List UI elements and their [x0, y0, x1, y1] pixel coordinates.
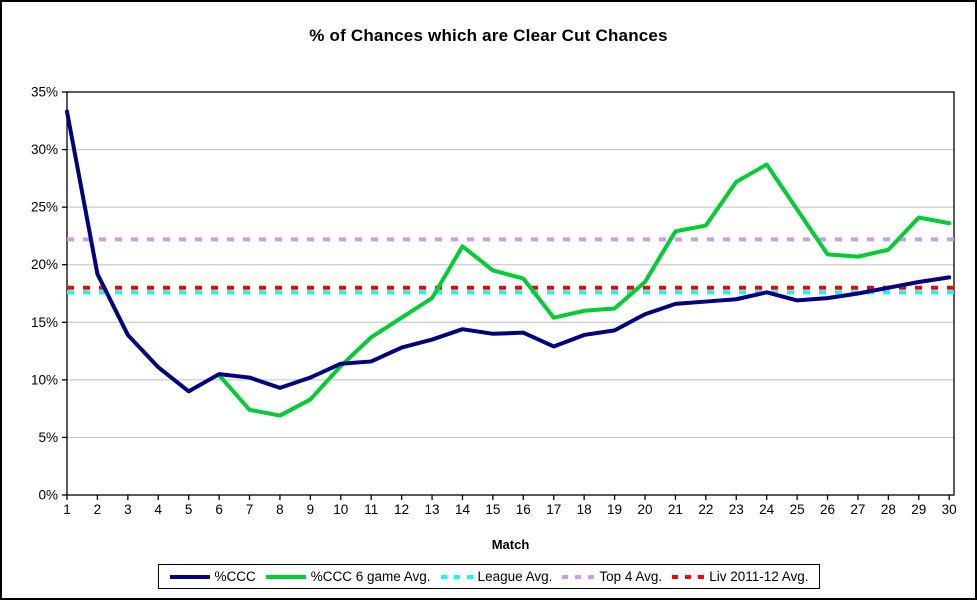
legend-item: %CCC: [168, 569, 256, 584]
x-tick-label: 18: [577, 502, 592, 517]
x-tick-label: 26: [820, 502, 835, 517]
y-tick-label: 0%: [38, 488, 58, 503]
x-tick-label: 5: [185, 502, 193, 517]
x-tick-label: 2: [94, 502, 102, 517]
x-tick-label: 16: [516, 502, 531, 517]
legend-swatch-icon: [562, 574, 595, 579]
x-tick-label: 29: [911, 502, 926, 517]
legend-label: League Avg.: [477, 569, 553, 584]
legend-item: Top 4 Avg.: [561, 569, 662, 584]
x-tick-label: 30: [942, 502, 957, 517]
legend-item: Liv 2011-12 Avg.: [671, 569, 809, 584]
series--ccc-6-game-avg-: [217, 162, 952, 418]
x-tick-label: 11: [364, 502, 378, 517]
x-tick-label: 20: [637, 502, 652, 517]
x-tick-label: 23: [729, 502, 744, 517]
x-tick-label: 27: [850, 502, 865, 517]
y-tick-label: 30%: [31, 142, 58, 157]
legend-label: Top 4 Avg.: [599, 569, 663, 584]
x-tick-label: 24: [759, 502, 775, 517]
y-tick-label: 5%: [38, 430, 58, 445]
x-tick-label: 22: [698, 502, 713, 517]
x-tick-label: 15: [485, 502, 500, 517]
x-tick-label: 3: [124, 502, 132, 517]
chart-title: % of Chances which are Clear Cut Chances: [309, 26, 668, 45]
legend-label: %CCC 6 game Avg.: [310, 569, 431, 584]
x-tick-label: 1: [63, 502, 71, 517]
x-tick-label: 14: [455, 502, 471, 517]
legend-swatch-icon: [265, 574, 306, 579]
legend-item: %CCC 6 game Avg.: [265, 569, 431, 584]
y-tick-label: 10%: [31, 372, 58, 387]
x-tick-label: 8: [276, 502, 284, 517]
y-tick-label: 20%: [31, 257, 58, 272]
x-tick-label: 7: [246, 502, 254, 517]
y-tick-label: 25%: [31, 200, 58, 215]
x-tick-label: 9: [307, 502, 315, 517]
x-tick-label: 19: [607, 502, 622, 517]
x-tick-label: 12: [394, 502, 409, 517]
legend-swatch-icon: [440, 574, 473, 579]
legend-swatch-icon: [169, 574, 210, 579]
x-tick-label: 4: [155, 502, 163, 517]
legend-label: %CCC: [214, 569, 256, 584]
legend-item: League Avg.: [440, 569, 553, 584]
series--ccc: [65, 109, 952, 394]
legend: %CCC %CCC 6 game Avg. League Avg. Top 4 Avg…: [157, 564, 820, 589]
x-tick-label: 6: [215, 502, 223, 517]
y-tick-label: 15%: [31, 315, 58, 330]
x-tick-label: 25: [790, 502, 805, 517]
x-tick-label: 21: [668, 502, 683, 517]
x-axis-title: Match: [491, 537, 530, 552]
x-tick-label: 28: [881, 502, 896, 517]
x-tick-label: 10: [333, 502, 348, 517]
legend-swatch-icon: [672, 574, 705, 579]
x-tick-label: 13: [425, 502, 440, 517]
x-tick-label: 17: [546, 502, 561, 517]
y-tick-label: 35%: [31, 85, 58, 100]
legend-label: Liv 2011-12 Avg.: [709, 569, 809, 584]
